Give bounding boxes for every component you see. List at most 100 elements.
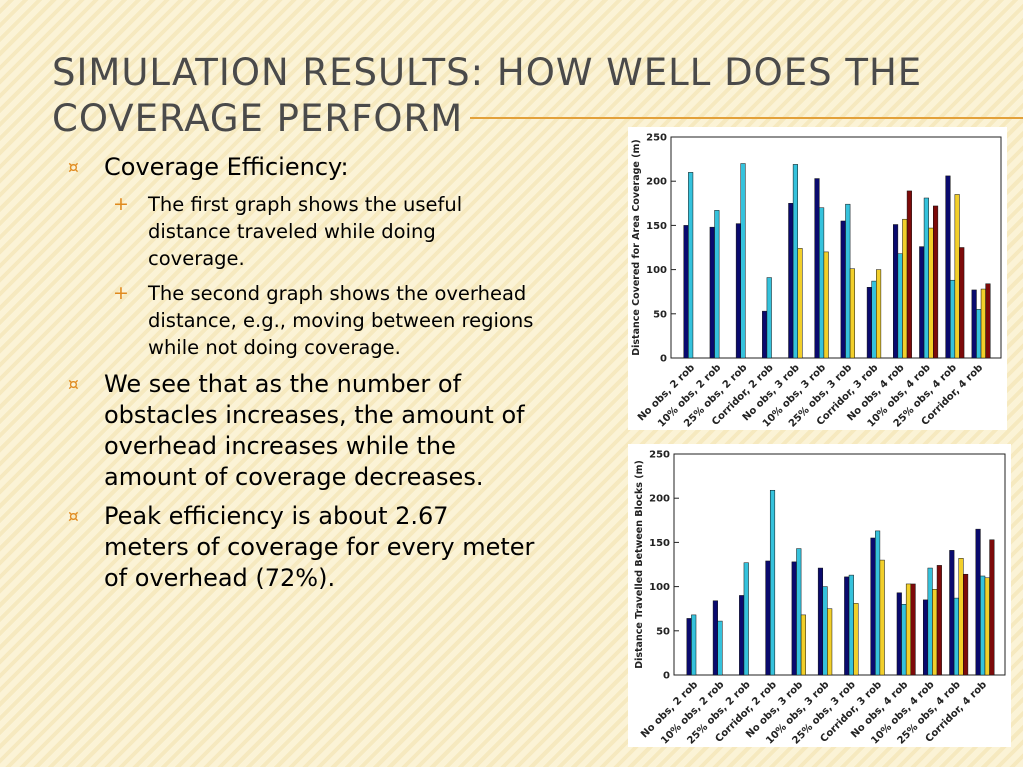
slide-title-line-2: Coverage Perform — [52, 97, 464, 140]
sub-bullet-marker-icon: + — [113, 193, 129, 215]
y-tick-label: 250 — [646, 133, 667, 144]
bar — [683, 225, 689, 359]
bar — [945, 175, 951, 359]
bar — [906, 190, 912, 359]
bar — [848, 574, 854, 676]
bullet-text: Peak efficiency is about 2.67 meters of … — [104, 502, 535, 592]
bar — [686, 618, 692, 676]
overhead-distance-chart-svg: 0 50 100 150 200 250 Distance Travelled Betwee… — [634, 450, 1006, 747]
bar — [905, 583, 912, 676]
bar — [735, 223, 741, 359]
y-axis-label: Distance Travelled Between Blocks (m) — [634, 460, 645, 669]
bar — [928, 227, 934, 359]
bar — [980, 288, 986, 359]
bar — [827, 608, 833, 676]
bar — [765, 560, 771, 676]
bar — [902, 218, 908, 359]
sub-bullet-text: The second graph shows the overhead dist… — [148, 282, 534, 359]
bar — [933, 205, 939, 359]
bar — [691, 614, 697, 676]
bar — [739, 595, 745, 676]
bar — [932, 589, 938, 676]
y-tick-label: 0 — [663, 671, 670, 682]
sub-bullet-text: The first graph shows the useful distanc… — [148, 193, 463, 270]
bar — [743, 562, 749, 676]
bar — [817, 567, 824, 676]
bullet-marker-icon: ¤ — [68, 375, 79, 395]
bar — [688, 172, 694, 359]
coverage-distance-chart: 0 50 100 150 200 250 Distance Covered for Area… — [628, 127, 1007, 430]
bar — [871, 280, 877, 359]
bar — [950, 279, 956, 359]
slide-title: Simulation Results: How Well does the Co… — [52, 50, 992, 142]
coverage-distance-chart-svg: 0 50 100 150 200 250 Distance Covered for Area… — [631, 133, 1002, 430]
bar — [814, 178, 820, 359]
bar — [712, 600, 718, 676]
bar — [976, 309, 982, 359]
bar — [870, 537, 876, 676]
y-tick-label: 100 — [646, 265, 667, 276]
bar — [984, 577, 990, 676]
bar — [879, 559, 885, 676]
bar — [822, 586, 828, 676]
bar — [980, 575, 986, 676]
y-tick-label: 150 — [646, 221, 667, 232]
bar — [766, 277, 772, 359]
bullet-text: Coverage Efficiency: — [104, 153, 349, 181]
y-tick-label: 0 — [660, 354, 667, 365]
bar — [788, 203, 794, 359]
bar — [709, 226, 715, 359]
bar — [919, 246, 925, 359]
bar — [958, 558, 964, 676]
bar — [953, 597, 959, 676]
bar — [959, 247, 965, 359]
bar — [717, 620, 723, 676]
bar — [975, 528, 981, 676]
sub-bullet-item: + The first graph shows the useful dista… — [111, 191, 536, 272]
sub-bullet-marker-icon: + — [113, 282, 129, 304]
bar — [923, 197, 929, 359]
bar — [796, 548, 802, 676]
slide-title-line-1: Simulation Results: How Well does the — [52, 51, 923, 94]
bar — [985, 283, 991, 359]
bar — [800, 614, 806, 676]
bar — [922, 599, 929, 676]
bullet-item: ¤ We see that as the number of obstacles… — [66, 369, 536, 493]
y-tick-label: 100 — [649, 582, 670, 593]
bar — [927, 567, 933, 676]
bar — [876, 269, 882, 359]
y-tick-label: 150 — [649, 538, 670, 549]
bar — [714, 210, 720, 359]
bar — [792, 164, 798, 359]
y-tick-label: 200 — [646, 177, 667, 188]
bullet-list: ¤ Coverage Efficiency: + The first graph… — [66, 152, 536, 602]
overhead-distance-chart: 0 50 100 150 200 250 Distance Travelled Betwee… — [628, 444, 1011, 747]
bar — [971, 289, 977, 359]
bar — [840, 220, 846, 359]
bar — [819, 207, 825, 359]
bar — [897, 253, 903, 359]
bar — [954, 194, 960, 359]
bar — [845, 203, 851, 359]
y-tick-label: 50 — [653, 309, 667, 320]
bullet-marker-icon: ¤ — [68, 158, 79, 178]
bar — [896, 592, 902, 676]
bar — [740, 163, 746, 359]
sub-bullet-item: + The second graph shows the overhead di… — [111, 280, 536, 361]
bar — [762, 310, 768, 359]
bar — [791, 561, 797, 676]
bar — [823, 251, 829, 359]
bar — [936, 565, 942, 676]
title-underline — [470, 117, 1023, 119]
y-tick-label: 200 — [649, 494, 670, 505]
bullet-item: ¤ Coverage Efficiency: — [66, 152, 536, 183]
bar — [875, 530, 881, 676]
bar — [844, 576, 850, 676]
bar — [901, 604, 907, 676]
bar — [893, 224, 899, 359]
bar — [853, 603, 859, 676]
bar — [949, 550, 955, 676]
bullet-text: We see that as the number of obstacles i… — [104, 370, 525, 491]
bar — [963, 573, 969, 676]
